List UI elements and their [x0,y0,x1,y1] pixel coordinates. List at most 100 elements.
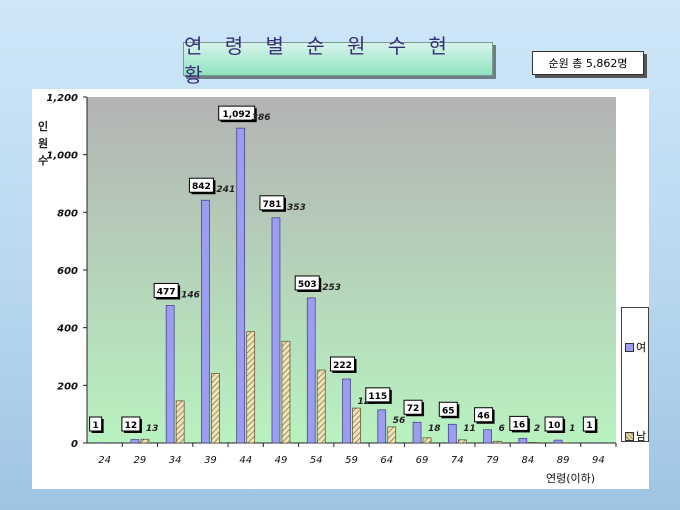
y-tick-label: 600 [57,266,78,277]
legend-swatch-male [625,431,634,441]
data-label-male: 56 [393,416,406,426]
data-label-female: 503 [294,275,322,292]
data-label-female-text: 1 [93,421,99,431]
bar-female [95,442,104,444]
y-tick-label: 1,000 [46,151,78,162]
bar-male [281,340,291,444]
x-tick-label: 34 [169,455,182,466]
x-axis-label: 연령(이하) [546,472,596,485]
bar-female [130,439,140,444]
x-tick-label: 59 [345,455,358,466]
bar-female [412,421,422,444]
data-label-box [89,416,103,432]
data-label-male: 146 [181,290,200,300]
data-label-box [438,401,458,417]
data-label-female-text: 12 [125,421,138,431]
data-label-box [544,416,564,432]
bar-male [352,407,361,444]
bar-female [447,423,457,444]
data-label-male: 1 [569,424,575,434]
bar-female [306,297,316,444]
data-label-box [153,282,179,298]
x-tick-label: 74 [451,455,464,466]
data-label-female-text: 222 [333,361,352,371]
y-axis-label: 인원수 [37,120,49,167]
plot-area [87,97,616,443]
bar-male [175,400,185,444]
data-label-male: 13 [146,424,159,434]
x-tick-label: 54 [310,455,323,466]
bar-female [518,438,528,444]
x-tick-label: 24 [98,455,111,466]
data-label-female-text: 16 [513,420,526,430]
data-label-female: 1,092 [218,105,257,123]
bar-male [493,440,502,444]
bar-female [236,127,246,444]
data-label-male: 11 [463,424,476,434]
data-label-female: 781 [259,195,286,212]
data-label-female: 115 [365,387,392,404]
data-label-male: 2 [534,424,540,434]
legend-label-male: 남 [636,430,647,443]
data-label-female: 222 [330,356,357,373]
data-label-box [474,407,494,423]
data-label-box [330,356,355,372]
bar-female [342,378,351,444]
bar-female [271,217,281,444]
y-tick-label: 800 [57,208,78,219]
data-label-female: 1 [582,416,598,433]
data-label-box [218,105,256,121]
data-label-female: 477 [153,282,181,300]
x-tick-label: 94 [592,455,605,466]
data-label-female: 12 [121,416,142,433]
y-tick-label: 0 [71,439,78,450]
data-label-box [403,399,423,415]
data-label-female-text: 65 [442,406,455,416]
data-label-male: 6 [499,424,505,434]
x-tick-label: 29 [134,455,147,466]
x-tick-label: 39 [204,455,217,466]
data-label-female: 842 [188,177,216,195]
bar-male [316,369,326,444]
data-label-female: 10 [544,416,566,433]
data-label-male: 18 [428,424,441,434]
x-tick-label: 89 [557,455,570,466]
data-label-box [259,195,285,211]
data-label-female: 65 [438,401,460,419]
data-label-female-text: 1,092 [222,110,250,120]
legend: 여 남 [621,307,649,444]
bar-male [140,438,150,444]
data-label-female: 16 [509,415,530,433]
y-tick-label: 1,200 [46,93,78,104]
data-label-female-text: 1 [586,421,592,431]
data-label-female-text: 503 [298,280,317,290]
bar-male [563,442,573,444]
x-tick-label: 69 [416,455,429,466]
bar-male [246,331,256,444]
legend-item-male: 남 [625,428,646,444]
data-label-male: 253 [322,283,341,293]
legend-swatch-female [625,342,634,352]
data-label-box [121,416,141,432]
data-label-female-text: 10 [548,421,561,431]
data-label-box [509,415,529,431]
data-label-male: 386 [252,113,271,123]
data-label-female-text: 781 [263,200,282,210]
total-count-badge: 순원 총 5,862명 [532,51,644,75]
bar-female [483,429,492,444]
x-tick-label: 44 [239,455,252,466]
data-label-female-text: 115 [368,392,387,402]
data-label-box [582,416,596,432]
bar-male [211,373,220,444]
data-label-female-text: 72 [407,404,420,414]
data-label-female-text: 477 [157,287,176,297]
data-label-male: 241 [216,185,235,195]
data-label-female: 72 [403,399,425,417]
data-label-female-text: 46 [477,412,490,422]
data-label-box [294,275,320,291]
bar-female [553,439,563,444]
bar-female [165,305,175,444]
bar-male [387,426,397,444]
legend-item-female: 여 [625,339,646,355]
